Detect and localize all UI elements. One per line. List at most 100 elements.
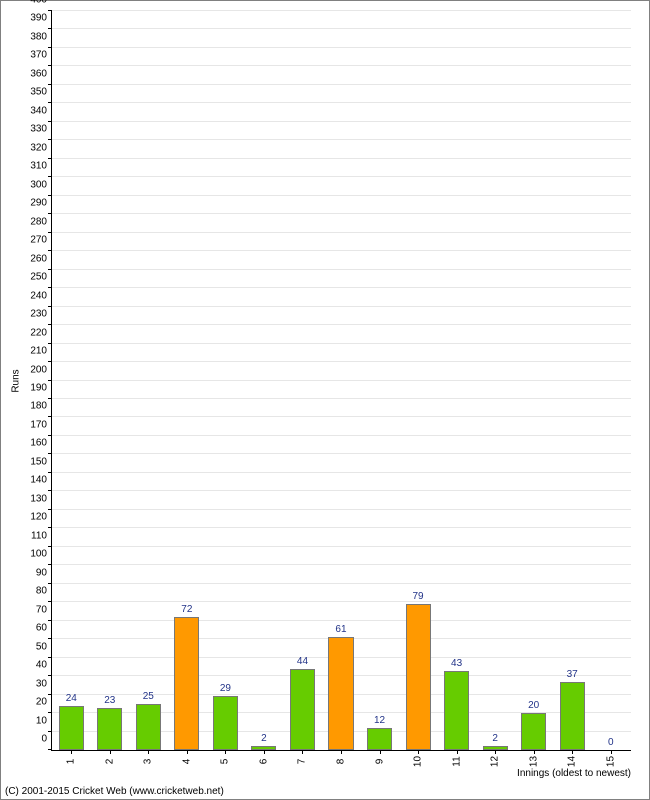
- ytick-mark: [48, 546, 52, 547]
- xtick-mark: [187, 750, 188, 754]
- xtick-mark: [611, 750, 612, 754]
- xtick-mark: [380, 750, 381, 754]
- gridline: [52, 472, 631, 473]
- copyright-text: (C) 2001-2015 Cricket Web (www.cricketwe…: [5, 786, 224, 797]
- bar-rect: [521, 713, 546, 750]
- ytick-label: 340: [30, 105, 52, 116]
- gridline: [52, 47, 631, 48]
- gridline: [52, 398, 631, 399]
- xtick-label: 11: [451, 756, 462, 766]
- ytick-label: 100: [30, 549, 52, 560]
- ytick-mark: [48, 490, 52, 491]
- ytick-label: 370: [30, 50, 52, 61]
- chart-frame: Runs Innings (oldest to newest) 01020304…: [0, 0, 650, 800]
- bar-value-label: 0: [608, 737, 614, 750]
- ytick-mark: [48, 712, 52, 713]
- xtick-label: 10: [413, 756, 424, 767]
- bar-rect: [328, 637, 353, 750]
- ytick-mark: [48, 416, 52, 417]
- ytick-label: 290: [30, 198, 52, 209]
- bar-rect: [213, 696, 238, 750]
- ytick-mark: [48, 343, 52, 344]
- gridline: [52, 361, 631, 362]
- ytick-mark: [48, 620, 52, 621]
- ytick-label: 0: [41, 734, 52, 745]
- ytick-label: 350: [30, 87, 52, 98]
- ytick-mark: [48, 453, 52, 454]
- ytick-mark: [48, 306, 52, 307]
- bar-value-label: 12: [374, 715, 385, 728]
- bar-value-label: 29: [220, 683, 231, 696]
- ytick-mark: [48, 601, 52, 602]
- gridline: [52, 343, 631, 344]
- ytick-label: 140: [30, 475, 52, 486]
- gridline: [52, 324, 631, 325]
- ytick-label: 10: [36, 715, 52, 726]
- ytick-label: 220: [30, 327, 52, 338]
- bar-value-label: 61: [335, 624, 346, 637]
- ytick-label: 250: [30, 272, 52, 283]
- ytick-label: 70: [36, 604, 52, 615]
- ytick-mark: [48, 195, 52, 196]
- ytick-mark: [48, 250, 52, 251]
- xtick-mark: [225, 750, 226, 754]
- gridline: [52, 102, 631, 103]
- bar-value-label: 20: [528, 700, 539, 713]
- ytick-label: 60: [36, 623, 52, 634]
- xtick-mark: [418, 750, 419, 754]
- xtick-label: 12: [490, 756, 501, 767]
- gridline: [52, 10, 631, 11]
- ytick-label: 170: [30, 419, 52, 430]
- ytick-mark: [48, 213, 52, 214]
- xtick-label: 5: [220, 759, 231, 765]
- gridline: [52, 546, 631, 547]
- ytick-label: 210: [30, 346, 52, 357]
- xtick-label: 3: [143, 759, 154, 765]
- gridline: [52, 620, 631, 621]
- xtick-mark: [264, 750, 265, 754]
- bar-rect: [367, 728, 392, 750]
- gridline: [52, 306, 631, 307]
- xtick-label: 13: [528, 756, 539, 767]
- xtick-mark: [302, 750, 303, 754]
- xtick-mark: [110, 750, 111, 754]
- ytick-mark: [48, 121, 52, 122]
- gridline: [52, 509, 631, 510]
- ytick-mark: [48, 84, 52, 85]
- ytick-mark: [48, 564, 52, 565]
- ytick-mark: [48, 287, 52, 288]
- xtick-label: 8: [335, 759, 346, 765]
- ytick-mark: [48, 638, 52, 639]
- ytick-mark: [48, 102, 52, 103]
- ytick-mark: [48, 527, 52, 528]
- ytick-label: 230: [30, 309, 52, 320]
- gridline: [52, 269, 631, 270]
- ytick-label: 240: [30, 290, 52, 301]
- ytick-mark: [48, 694, 52, 695]
- bar-rect: [560, 682, 585, 750]
- ytick-mark: [48, 509, 52, 510]
- xtick-label: 4: [181, 759, 192, 765]
- ytick-label: 20: [36, 697, 52, 708]
- ytick-label: 80: [36, 586, 52, 597]
- ytick-mark: [48, 731, 52, 732]
- gridline: [52, 416, 631, 417]
- ytick-mark: [48, 28, 52, 29]
- bar-rect: [406, 604, 431, 750]
- xtick-mark: [341, 750, 342, 754]
- gridline: [52, 121, 631, 122]
- xtick-label: 7: [297, 759, 308, 765]
- gridline: [52, 250, 631, 251]
- ytick-label: 130: [30, 493, 52, 504]
- ytick-mark: [48, 10, 52, 11]
- ytick-label: 400: [30, 0, 52, 6]
- xtick-label: 2: [104, 759, 115, 765]
- ytick-mark: [48, 232, 52, 233]
- ytick-mark: [48, 435, 52, 436]
- gridline: [52, 213, 631, 214]
- gridline: [52, 453, 631, 454]
- bar-value-label: 2: [261, 733, 267, 746]
- ytick-label: 180: [30, 401, 52, 412]
- xtick-mark: [148, 750, 149, 754]
- gridline: [52, 380, 631, 381]
